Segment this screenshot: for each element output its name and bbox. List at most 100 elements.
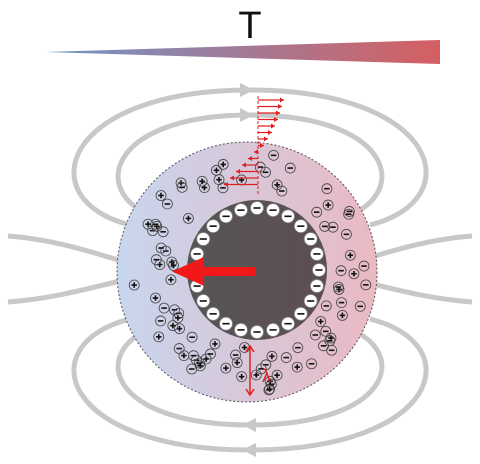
velocity-arrow [172,257,255,286]
negative-ion [176,181,188,193]
positive-ion [209,338,221,350]
negative-ion [340,228,352,240]
ion-circle [260,166,271,178]
flow-arrowhead [260,143,264,148]
positive-ion [168,260,179,271]
positive-ion [337,309,348,321]
positive-ion [178,350,190,361]
ion-circle [337,309,348,321]
ion-circle [322,199,334,211]
ion-circle [157,226,169,238]
ion-circle [320,325,332,337]
negative-ion [205,348,216,360]
negative-ion [158,302,170,314]
negative-ion [268,149,279,161]
positive-ion [128,279,140,291]
negative-ion [266,322,280,337]
positive-ion [315,316,327,327]
positive-ion [217,159,229,170]
positive-ion [182,213,194,224]
ion-circle [167,320,179,332]
ion-circle [217,159,229,170]
ion-circle [155,242,167,254]
positive-ion [231,357,243,369]
ion-circle [169,304,180,316]
ion-circle [213,174,225,186]
negative-ion [309,329,321,341]
debye-length-marker [245,344,255,397]
flow-arrowhead [248,156,252,161]
ion-circle [276,185,288,197]
ion-circle [128,279,140,291]
negative-ion [281,209,295,224]
ion-circle [280,352,292,363]
ion-circle [343,206,355,217]
field-lines [7,83,473,457]
negative-ion [250,201,264,215]
ion-circle [319,221,331,232]
ion-circle [333,284,345,295]
negative-ion [327,221,339,233]
ion-circle [176,181,188,193]
positive-ion [172,312,184,324]
negative-ion [150,254,162,266]
ions [128,149,372,396]
negative-ion [276,185,288,197]
ion-circle [255,363,267,375]
temperature-gradient [45,40,440,64]
flow-arrowhead [276,110,280,116]
positive-ion [142,218,154,230]
ion-circle [318,340,329,352]
ion-circle [263,384,275,396]
negative-ion [293,306,308,321]
flow-arrowhead [236,169,240,174]
ion-circle [196,175,208,187]
positive-ion [150,292,161,304]
negative-ion [157,226,169,238]
negative-ion [230,349,242,361]
positive-ion [196,175,208,187]
flow-arrowhead [268,130,272,135]
ion-circle [340,228,352,240]
ion-circle [348,268,360,280]
negative-ion [219,316,233,331]
negative-ion [219,209,233,224]
ion-circle [142,218,154,230]
negative-ion [196,294,211,308]
ion-circle [271,369,283,381]
ion-circle [327,221,339,233]
ion-circle [155,190,167,201]
negative-ion [358,260,370,272]
ion-circle [268,149,279,161]
flow-arrowhead [271,123,275,129]
negative-ion [321,183,333,195]
flow-arrowhead [274,117,278,122]
positive-ion [174,323,185,335]
positive-ion [155,190,167,201]
ion-circle [311,206,323,218]
ion-circle [158,302,170,314]
ion-circle [165,274,177,286]
negative-ion [155,242,167,254]
flow-profile [224,96,284,196]
ion-circle [150,292,161,304]
ion-circle [150,254,162,266]
ion-circle [309,329,321,341]
negative-ion [280,352,292,363]
ion-circle [335,265,347,277]
negative-ion [284,162,296,174]
ion-circle [153,331,165,343]
ion-circle [284,162,296,174]
flow-arrowhead [230,175,234,181]
negative-ion [250,325,264,339]
ion-circle [326,344,338,356]
negative-ion [266,203,280,218]
negative-ion [318,340,329,352]
ion-circle [178,350,190,361]
negative-ion [194,357,205,369]
ion-circle [315,316,327,327]
ion-circle [168,260,179,271]
negative-ion [360,279,372,291]
flow-arrowhead [264,136,268,142]
